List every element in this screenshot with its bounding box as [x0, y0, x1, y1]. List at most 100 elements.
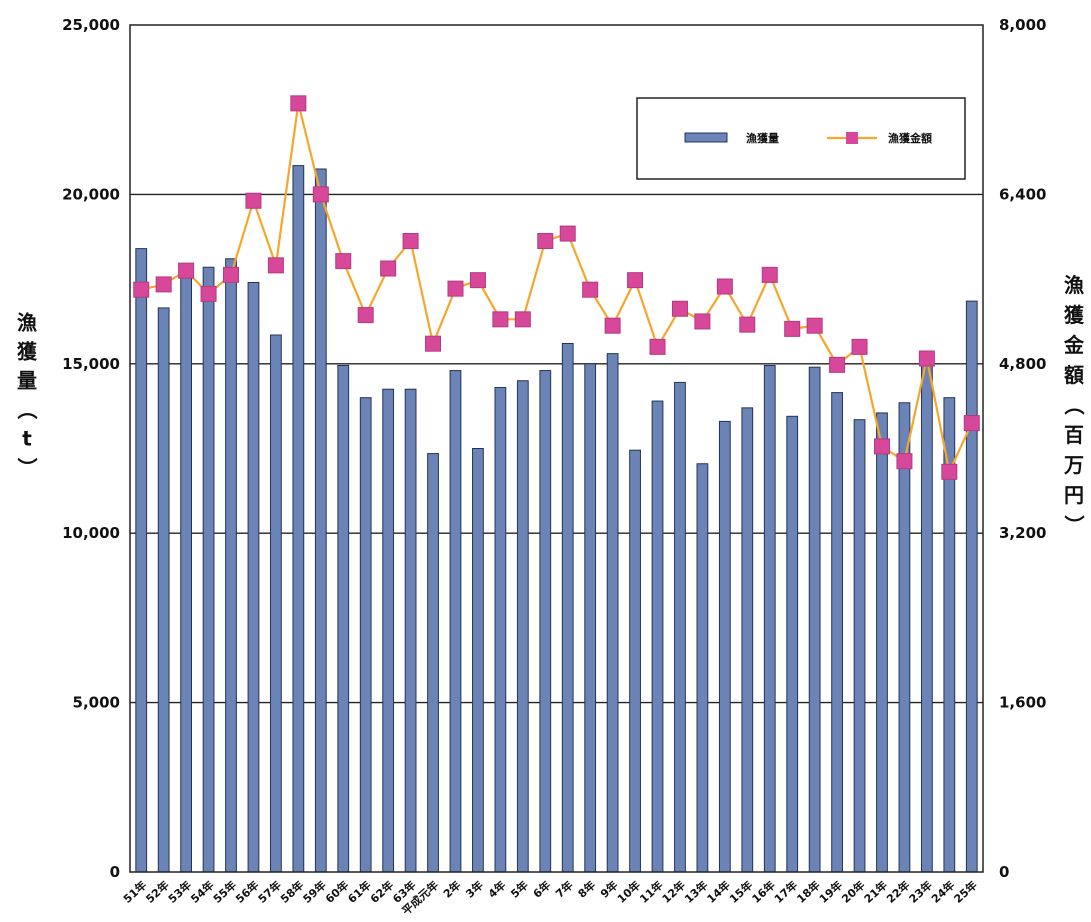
bar [674, 381, 686, 873]
axis-label-char: 百 [1064, 423, 1084, 447]
bar [404, 388, 417, 873]
bar [831, 392, 843, 873]
axis-label-char: 漁 [17, 311, 37, 335]
line-marker [178, 262, 195, 279]
x-tick-label: 23年 [906, 878, 935, 906]
x-tick-label: 61年 [345, 878, 374, 906]
line-marker [312, 186, 329, 203]
axis-label-char: 獲 [17, 340, 38, 364]
line-marker [290, 95, 307, 112]
line-marker [694, 313, 711, 330]
bar [584, 363, 597, 873]
bar [561, 342, 574, 873]
bar [292, 165, 305, 873]
line-marker [941, 463, 958, 480]
x-tick-label: 3年 [463, 878, 486, 901]
line-marker [671, 300, 688, 317]
axis-label-char: 額 [1063, 363, 1084, 387]
bar [225, 258, 237, 873]
bar [427, 453, 439, 873]
x-tick-label: 19年 [816, 878, 845, 906]
right-tick-label: 3,200 [999, 524, 1046, 542]
bar [853, 419, 866, 873]
x-tick-label: 57年 [255, 878, 284, 906]
axis-label-char: ） [1062, 515, 1086, 535]
bar [898, 402, 911, 873]
left-tick-label: 10,000 [62, 524, 120, 542]
axis-label-char: 獲 [1064, 303, 1085, 327]
bar [135, 248, 148, 873]
x-tick-label: 12年 [659, 878, 688, 906]
left-tick-label: 25,000 [62, 16, 120, 34]
line-marker [537, 232, 554, 249]
left-tick-label: 20,000 [62, 185, 120, 203]
bar [965, 300, 978, 873]
left-tick-label: 0 [110, 863, 120, 881]
x-tick-label: 51年 [120, 878, 149, 906]
left-tick-label: 5,000 [73, 694, 120, 712]
x-tick-label: 62年 [367, 878, 396, 906]
x-tick-label: 22年 [884, 878, 913, 906]
line-marker [649, 338, 666, 355]
bar [516, 380, 529, 873]
x-tick-label: 18年 [794, 878, 823, 906]
axis-label-char: 量 [17, 369, 37, 393]
line-marker [963, 415, 980, 432]
line-marker [627, 272, 644, 289]
axis-label-char: （ [15, 400, 39, 420]
bar [629, 449, 641, 873]
bar [157, 307, 170, 873]
axis-label-char: 金 [1063, 333, 1085, 357]
left-axis-label: 漁獲量 （ t ） [15, 311, 39, 478]
x-tick-label: 13年 [681, 878, 710, 906]
bar [876, 412, 888, 873]
line-marker [155, 276, 172, 293]
x-axis-ticks: 51年52年53年54年55年56年57年58年59年60年61年62年63年平… [120, 878, 979, 918]
x-tick-label: 14年 [704, 878, 733, 906]
x-tick-label: 25年 [951, 878, 980, 906]
line-marker [918, 350, 935, 367]
x-tick-label: 15年 [726, 878, 755, 906]
x-tick-label: 54年 [188, 878, 217, 906]
right-axis-label: 漁獲金額 （ 百万円 ） [1062, 273, 1086, 535]
bar [920, 363, 933, 873]
x-tick-label: 59年 [300, 878, 329, 906]
axis-label-char: （ [1062, 395, 1086, 415]
bar-series [135, 165, 978, 873]
x-tick-label: 7年 [552, 878, 575, 901]
line-marker [223, 266, 240, 283]
x-tick-label: 20年 [839, 878, 868, 906]
x-tick-label: 60年 [322, 878, 351, 906]
legend-bar-swatch [684, 132, 728, 143]
line-marker [335, 253, 352, 270]
line-marker [425, 335, 442, 352]
line-marker [245, 192, 262, 209]
bar [202, 266, 215, 873]
x-tick-label: 53年 [165, 878, 194, 906]
right-tick-label: 0 [999, 863, 1009, 881]
axis-label-char: 万 [1063, 453, 1084, 477]
bar [763, 364, 776, 873]
bar [472, 448, 484, 873]
x-tick-label: 2年 [440, 878, 463, 901]
bar [786, 415, 799, 873]
legend-bar-label: 漁獲量 [746, 131, 779, 145]
line-marker [896, 453, 913, 470]
bar [494, 387, 507, 873]
line-marker [469, 272, 486, 289]
x-tick-label: 4年 [485, 878, 508, 901]
right-tick-label: 4,800 [999, 355, 1046, 373]
line-marker [514, 311, 531, 328]
bar [741, 407, 754, 873]
line-marker [761, 266, 778, 283]
right-tick-label: 8,000 [999, 16, 1046, 34]
line-marker [559, 225, 576, 242]
axis-label-char: t [22, 427, 32, 451]
x-tick-label: 52年 [143, 878, 172, 906]
bar [449, 370, 462, 873]
left-tick-label: 15,000 [62, 355, 120, 373]
x-tick-label: 24年 [928, 878, 957, 906]
line-marker [873, 438, 890, 455]
x-tick-label: 8年 [575, 878, 598, 901]
line-marker [806, 317, 823, 334]
